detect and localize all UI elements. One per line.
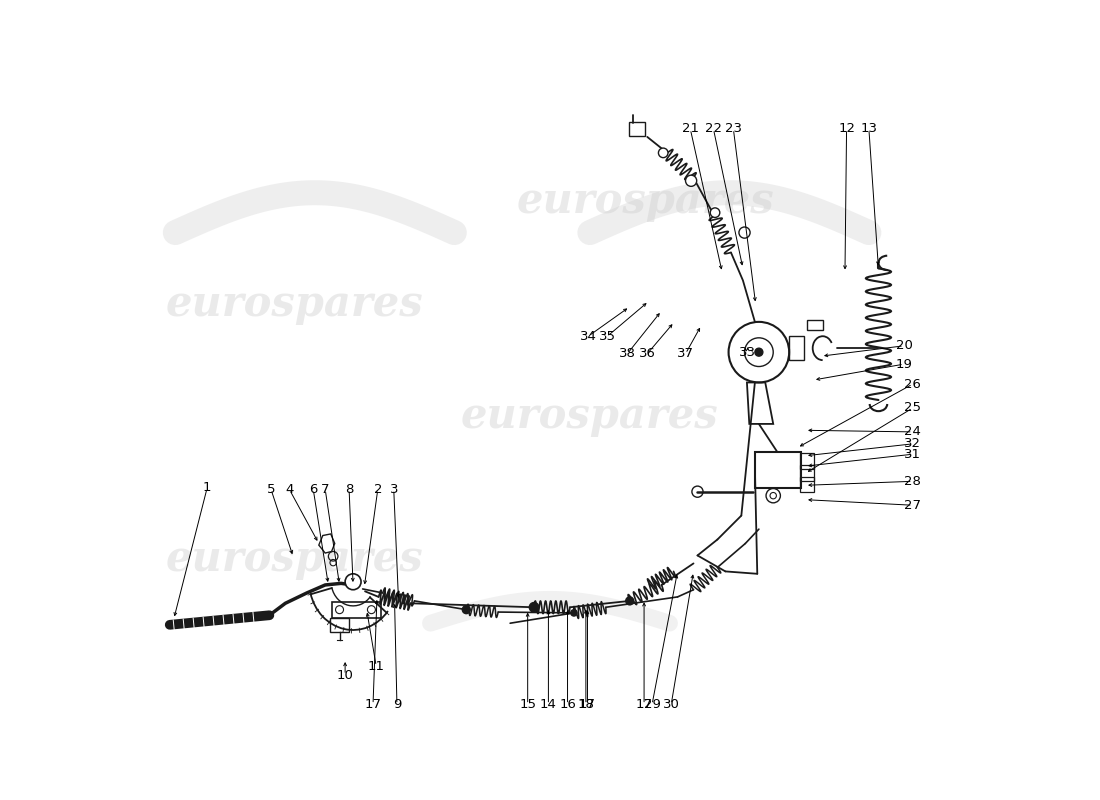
Text: 10: 10: [337, 669, 353, 682]
Text: eurospares: eurospares: [517, 180, 774, 222]
Text: 38: 38: [619, 347, 636, 360]
Circle shape: [659, 148, 668, 158]
Text: 5: 5: [266, 482, 275, 496]
Text: 6: 6: [309, 482, 318, 496]
Text: 2: 2: [374, 482, 382, 496]
Text: 26: 26: [904, 378, 921, 390]
Text: 17: 17: [364, 698, 382, 711]
Text: 15: 15: [519, 698, 536, 711]
Circle shape: [711, 208, 719, 218]
Circle shape: [626, 597, 634, 605]
Text: 25: 25: [904, 402, 921, 414]
Text: 19: 19: [895, 358, 912, 370]
Text: 16: 16: [559, 698, 576, 711]
Circle shape: [739, 227, 750, 238]
Text: 27: 27: [904, 498, 921, 512]
Text: 23: 23: [725, 122, 741, 135]
Text: 32: 32: [904, 438, 921, 450]
Text: 36: 36: [639, 347, 656, 360]
Text: 33: 33: [739, 346, 756, 358]
Text: 13: 13: [860, 122, 878, 135]
Text: 12: 12: [838, 122, 855, 135]
Text: eurospares: eurospares: [461, 395, 718, 437]
Circle shape: [462, 606, 471, 614]
Text: 24: 24: [904, 426, 921, 438]
Text: 30: 30: [662, 698, 680, 711]
Text: 8: 8: [345, 482, 353, 496]
Text: 22: 22: [705, 122, 722, 135]
Text: 17: 17: [579, 698, 596, 711]
Text: 4: 4: [285, 482, 294, 496]
Text: 9: 9: [393, 698, 402, 711]
Text: 14: 14: [540, 698, 557, 711]
Text: 18: 18: [578, 698, 594, 711]
Text: eurospares: eurospares: [166, 538, 424, 581]
Text: 34: 34: [580, 330, 596, 342]
Text: 28: 28: [904, 475, 921, 488]
Text: 20: 20: [895, 339, 912, 352]
Text: 7: 7: [321, 482, 329, 496]
Text: eurospares: eurospares: [166, 283, 424, 326]
Text: 21: 21: [682, 122, 698, 135]
Text: 29: 29: [644, 698, 660, 711]
Text: 11: 11: [367, 660, 385, 673]
Circle shape: [571, 610, 578, 616]
Circle shape: [529, 602, 539, 612]
Circle shape: [685, 175, 696, 186]
Text: 1: 1: [202, 481, 211, 494]
Circle shape: [755, 348, 763, 356]
Text: 17: 17: [636, 698, 652, 711]
Text: 37: 37: [676, 347, 694, 360]
Text: 31: 31: [904, 448, 921, 461]
Circle shape: [345, 574, 361, 590]
Text: 35: 35: [598, 330, 616, 342]
Text: 3: 3: [389, 482, 398, 496]
